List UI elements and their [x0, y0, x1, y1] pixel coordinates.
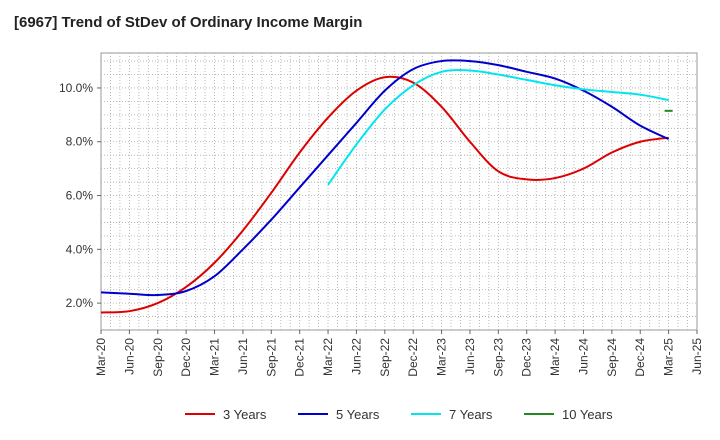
x-tick-label: Sep-24	[605, 338, 619, 377]
x-tick-label: Mar-23	[435, 338, 449, 376]
x-tick-label: Dec-24	[633, 338, 647, 377]
x-tick-label: Mar-20	[94, 338, 108, 376]
series-line-7-years	[327, 69, 669, 186]
legend: 3 Years 5 Years 7 Years 10 Years	[185, 407, 613, 422]
y-tick-label: 4.0%	[66, 242, 94, 256]
x-tick-label: Mar-24	[548, 338, 562, 376]
x-tick-label: Sep-21	[264, 338, 278, 377]
y-tick-label: 8.0%	[66, 135, 94, 149]
x-tick-label: Dec-22	[406, 338, 420, 377]
x-tick-label: Jun-21	[236, 338, 250, 375]
series-line-3-years	[100, 75, 669, 314]
gridlines	[101, 53, 697, 330]
y-tick-label: 6.0%	[66, 189, 94, 203]
y-tick-label: 2.0%	[66, 296, 94, 310]
legend-label-10-years: 10 Years	[562, 407, 613, 422]
legend-label-5-years: 5 Years	[336, 407, 380, 422]
x-tick-label: Dec-23	[520, 338, 534, 377]
x-tick-label: Jun-24	[576, 338, 590, 375]
series-line-5-years	[100, 59, 670, 297]
x-tick-label: Sep-20	[151, 338, 165, 377]
x-axis: Mar-20 Jun-20 Sep-20 Dec-20 Mar-21 Jun-21 Sep-…	[94, 330, 704, 377]
y-tick-label: 10.0%	[59, 81, 93, 95]
x-tick-label: Mar-21	[208, 338, 222, 376]
legend-label-7-years: 7 Years	[449, 407, 493, 422]
x-tick-label: Dec-21	[293, 338, 307, 377]
x-tick-label: Sep-22	[378, 338, 392, 377]
x-tick-label: Jun-22	[349, 338, 363, 375]
x-tick-label: Jun-23	[463, 338, 477, 375]
x-tick-label: Mar-25	[662, 338, 676, 376]
x-tick-label: Mar-22	[321, 338, 335, 376]
x-tick-label: Sep-23	[491, 338, 505, 377]
x-tick-label: Dec-20	[179, 338, 193, 377]
x-tick-label: Jun-25	[690, 338, 704, 375]
x-tick-label: Jun-20	[122, 338, 136, 375]
series-layer	[100, 59, 673, 314]
y-axis: 2.0% 4.0% 6.0% 8.0% 10.0%	[59, 81, 101, 310]
chart-title: [6967] Trend of StDev of Ordinary Income…	[14, 14, 363, 31]
legend-label-3-years: 3 Years	[223, 407, 267, 422]
